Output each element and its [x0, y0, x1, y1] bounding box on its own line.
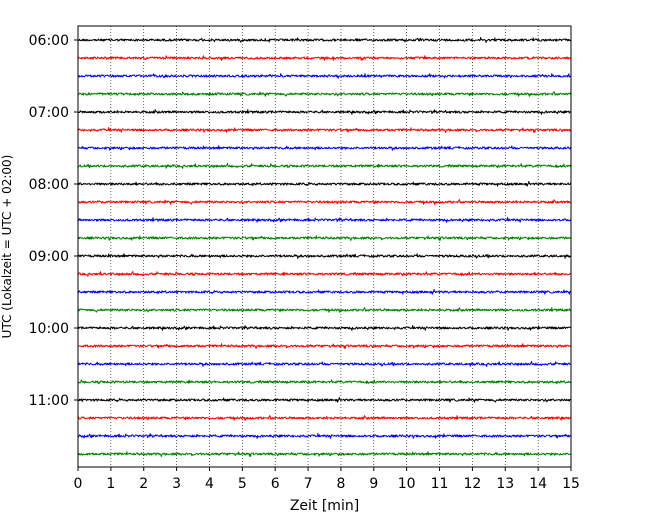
y-tick-label: 10:00	[29, 321, 69, 337]
y-axis-ticks: 06:00 07:00 08:00 09:00 10:00 11:00	[29, 33, 78, 409]
x-axis-ticks: 0 1 2 3 4 5 6 7 8 9 10 11 12 13 14 15	[74, 467, 580, 492]
y-axis-label: UTC (Lokalzeit = UTC + 02:00)	[0, 155, 14, 339]
x-tick-label: 13	[496, 476, 514, 492]
y-tick-label: 09:00	[29, 249, 69, 265]
trace-1115	[77, 415, 572, 421]
trace-0915	[77, 270, 572, 277]
trace-0945	[77, 307, 572, 313]
x-tick-label: 6	[271, 476, 280, 492]
trace-1045	[77, 379, 572, 385]
trace-0630	[77, 73, 572, 79]
trace-0615	[77, 55, 572, 61]
x-tick-label: 10	[398, 476, 416, 492]
trace-1145	[77, 451, 572, 457]
trace-1030	[77, 360, 572, 367]
trace-0715	[77, 126, 572, 133]
x-tick-label: 1	[106, 476, 115, 492]
trace-0745	[77, 162, 572, 169]
x-tick-label: 7	[304, 476, 313, 492]
x-axis-label: Zeit [min]	[290, 498, 359, 514]
trace-0815	[77, 199, 572, 205]
trace-0600	[77, 36, 572, 43]
y-tick-label: 11:00	[29, 393, 69, 409]
trace-0900	[77, 253, 572, 259]
x-tick-label: 11	[431, 476, 449, 492]
x-tick-label: 5	[238, 476, 247, 492]
x-tick-label: 15	[562, 476, 580, 492]
seismic-traces	[77, 36, 572, 457]
trace-0800	[77, 181, 572, 187]
trace-1130	[77, 432, 572, 439]
x-tick-label: 14	[529, 476, 547, 492]
x-tick-label: 4	[205, 476, 214, 492]
trace-0730	[78, 145, 572, 151]
x-tick-label: 3	[172, 476, 181, 492]
x-tick-label: 0	[74, 476, 83, 492]
trace-0930	[77, 289, 572, 295]
y-tick-label: 06:00	[29, 33, 69, 49]
x-tick-label: 9	[369, 476, 378, 492]
y-tick-label: 08:00	[29, 177, 69, 193]
trace-0830	[77, 216, 572, 223]
y-tick-label: 07:00	[29, 105, 69, 121]
x-tick-label: 8	[336, 476, 345, 492]
trace-1015	[77, 343, 572, 349]
x-tick-label: 2	[139, 476, 148, 492]
trace-0700	[77, 109, 572, 115]
trace-1100	[77, 397, 572, 403]
trace-0845	[77, 235, 572, 241]
plot-frame	[77, 25, 572, 468]
x-tick-label: 12	[463, 476, 481, 492]
trace-1000	[77, 324, 572, 331]
trace-0645	[77, 91, 572, 97]
